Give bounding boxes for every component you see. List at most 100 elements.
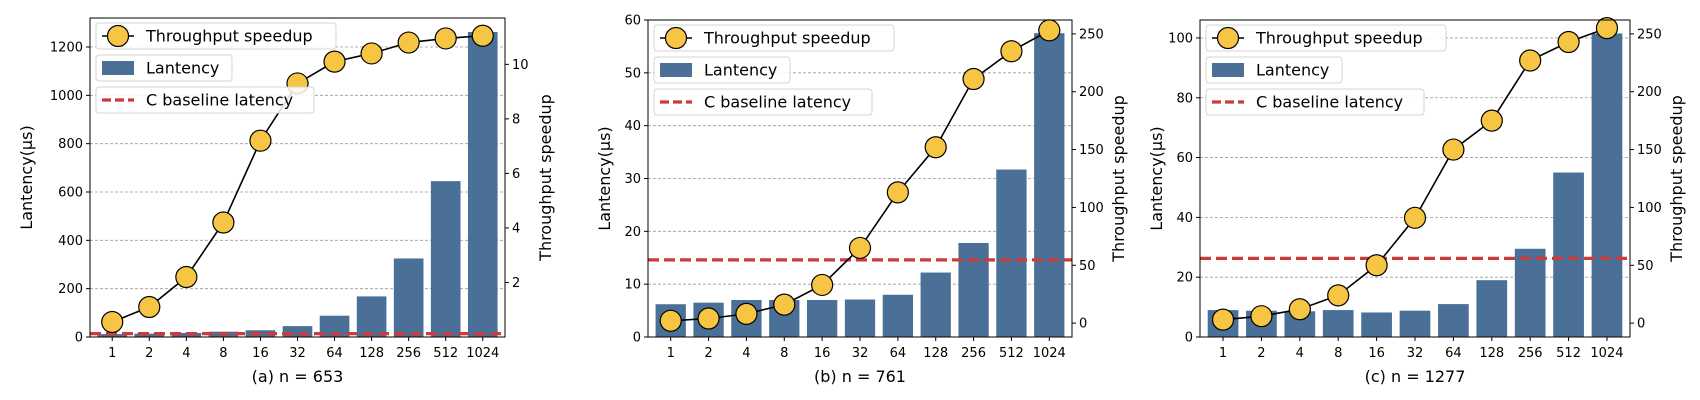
x-tick-label: 1: [108, 346, 116, 361]
latency-bar: [1438, 304, 1469, 337]
speedup-point: [212, 211, 235, 234]
chart-panel-0: 1 2 4 8 16 32 64 128 256 512 102402004006008001000…: [17, 17, 555, 386]
latency-bar: [282, 326, 313, 337]
y-axis-label: Lantency(μs): [1147, 126, 1166, 230]
latency-bar: [807, 300, 838, 337]
latency-bar: [1514, 248, 1546, 337]
x-tick-label: 32: [289, 346, 306, 361]
x-tick-label: 2: [145, 346, 153, 361]
y-tick-label: 400: [58, 234, 83, 249]
latency-bar: [430, 181, 461, 337]
speedup-point: [924, 136, 947, 159]
latency-bar: [996, 169, 1027, 337]
speedup-point: [397, 31, 420, 54]
speedup-point: [962, 67, 985, 91]
x-tick-label: 512: [999, 346, 1024, 361]
speedup-point: [1519, 49, 1542, 72]
y-tick-label: 0: [75, 331, 83, 346]
y2-tick-label: 50: [1637, 259, 1654, 274]
y2-axis-label: Throughput speedup: [536, 94, 555, 262]
speedup-point: [175, 265, 198, 289]
x-tick-label: 1024: [1033, 346, 1066, 361]
speedup-point: [1442, 138, 1465, 161]
x-tick-label: 8: [780, 346, 788, 361]
speedup-point: [323, 50, 346, 73]
x-tick-label: 64: [890, 346, 907, 361]
speedup-point: [697, 307, 720, 330]
speedup-point: [101, 310, 124, 334]
latency-bar: [1034, 33, 1065, 337]
panel-caption: (a) n = 653: [252, 367, 344, 386]
y-tick-label: 40: [1176, 211, 1193, 226]
x-tick-label: 4: [742, 346, 750, 361]
latency-bar: [1591, 33, 1623, 337]
y2-tick-label: 150: [1637, 143, 1662, 158]
speedup-point: [659, 309, 682, 332]
chart-panel-1: 1 2 4 8 16 32 64 128 256 512 1024 0 10 20 30 40 50 60 0 50 1…: [595, 14, 1128, 387]
x-tick-label: 4: [182, 346, 190, 361]
y-tick-label: 1200: [50, 41, 83, 56]
y2-tick-label: 0: [1637, 317, 1645, 332]
y2-tick-label: 2: [512, 276, 520, 291]
speedup-point: [1403, 206, 1427, 229]
y2-tick-label: 6: [512, 167, 520, 182]
legend: Throughput speedup Lantency C baseline lat…: [653, 24, 895, 116]
legend-box: [1205, 24, 1447, 52]
x-tick-label: 128: [1479, 346, 1504, 361]
latency-bar: [97, 334, 128, 337]
y2-tick-label: 150: [1079, 143, 1104, 158]
y2-tick-label: 8: [512, 112, 520, 127]
latency-bar: [958, 242, 989, 337]
y-tick-label: 20: [624, 225, 641, 240]
y2-tick-label: 200: [1637, 85, 1662, 100]
chart-panel-2: 1 2 4 8 16 32 64 128 256 512 1024 0 20 40 60 80 100 0 50 10…: [1147, 16, 1686, 386]
x-tick-label: 8: [1334, 346, 1342, 361]
panel-caption: (b) n = 761: [814, 367, 906, 386]
legend-bar-swatch: [1212, 63, 1244, 77]
latency-bar: [356, 296, 387, 337]
legend-marker: [664, 26, 688, 50]
latency-bar: [134, 333, 165, 337]
legend-label: C baseline latency: [1256, 93, 1403, 112]
panel-caption: (c) n = 1277: [1365, 367, 1466, 386]
speedup-point: [1595, 16, 1619, 40]
speedup-point: [1557, 30, 1580, 54]
y-tick-label: 100: [1168, 31, 1193, 46]
y-tick-label: 60: [1176, 151, 1193, 166]
x-tick-label: 512: [1556, 346, 1581, 361]
legend-marker: [106, 24, 130, 48]
speedup-point: [735, 302, 758, 325]
x-tick-label: 8: [219, 346, 227, 361]
y2-axis-label: Throughput speedup: [1667, 95, 1686, 263]
x-tick-label: 16: [1368, 346, 1385, 361]
latency-bar: [1476, 280, 1508, 337]
legend-label: Throughput speedup: [703, 29, 871, 48]
y2-tick-label: 4: [512, 221, 520, 236]
speedup-point: [1365, 254, 1388, 277]
latency-bar: [882, 294, 913, 337]
y-tick-label: 600: [58, 186, 83, 201]
y2-tick-label: 50: [1079, 259, 1096, 274]
legend-box: [95, 86, 315, 114]
speedup-point: [138, 295, 161, 319]
x-tick-label: 4: [1296, 346, 1304, 361]
y-tick-label: 50: [624, 66, 641, 81]
x-tick-label: 32: [852, 346, 869, 361]
x-tick-label: 1024: [466, 346, 499, 361]
y-tick-label: 80: [1176, 91, 1193, 106]
y-tick-label: 800: [58, 137, 83, 152]
speedup-point: [848, 236, 872, 260]
speedup-point: [434, 27, 457, 50]
y2-tick-label: 100: [1637, 201, 1662, 216]
y2-tick-label: 10: [512, 58, 529, 73]
x-tick-label: 1: [667, 346, 675, 361]
y-tick-label: 1000: [50, 89, 83, 104]
x-tick-label: 32: [1407, 346, 1424, 361]
x-tick-label: 2: [1257, 346, 1265, 361]
speedup-point: [1038, 19, 1061, 42]
latency-bar: [844, 299, 876, 337]
speedup-point: [1000, 40, 1023, 63]
speedup-point: [773, 293, 796, 316]
speedup-point: [1211, 308, 1235, 331]
